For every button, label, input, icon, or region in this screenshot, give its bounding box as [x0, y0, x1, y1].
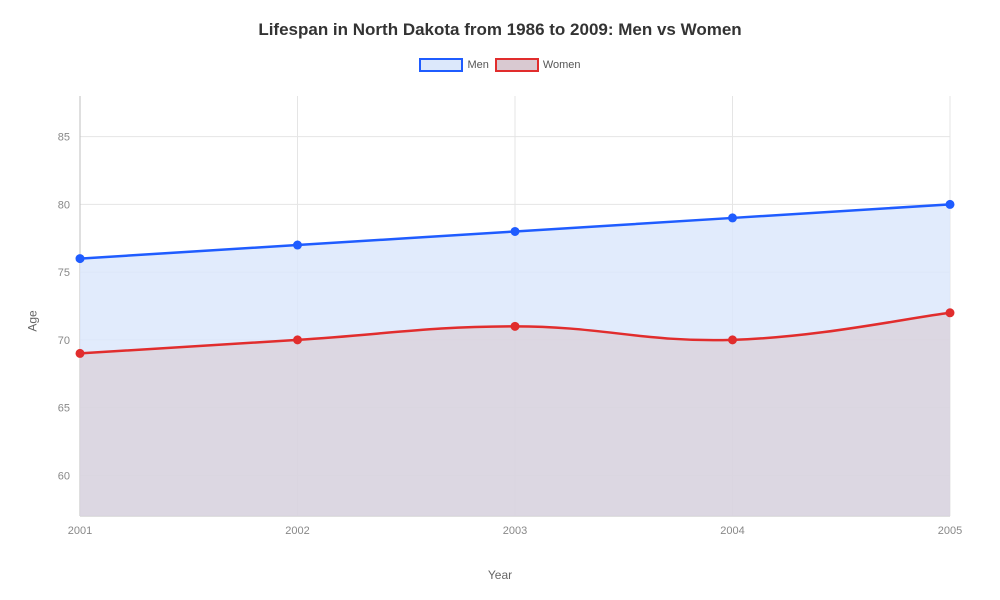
svg-text:2002: 2002 — [285, 525, 309, 537]
svg-text:85: 85 — [58, 132, 70, 144]
legend-swatch-women — [495, 58, 539, 72]
y-axis-label: Age — [26, 310, 40, 331]
svg-text:2005: 2005 — [938, 525, 962, 537]
chart-container: Lifespan in North Dakota from 1986 to 20… — [0, 0, 1000, 600]
svg-text:2004: 2004 — [720, 525, 744, 537]
svg-text:2001: 2001 — [68, 525, 92, 537]
legend-label-women: Women — [543, 59, 581, 71]
legend-item-women: Women — [495, 58, 581, 72]
svg-text:75: 75 — [58, 267, 70, 279]
legend: Men Women — [30, 58, 970, 72]
svg-text:70: 70 — [58, 335, 70, 347]
legend-swatch-men — [419, 58, 463, 72]
svg-text:2003: 2003 — [503, 525, 527, 537]
chart-svg: 60 65 70 75 80 85 2001 2002 2003 2004 2005 — [30, 86, 970, 556]
legend-label-men: Men — [467, 59, 488, 71]
svg-text:80: 80 — [58, 199, 70, 211]
plot-area: Age 60657075808520012002200320042005 Yea… — [30, 86, 970, 556]
chart-title: Lifespan in North Dakota from 1986 to 20… — [30, 20, 970, 40]
svg-text:65: 65 — [58, 403, 70, 415]
svg-text:60: 60 — [58, 470, 70, 482]
x-axis-label: Year — [488, 568, 512, 582]
legend-item-men: Men — [419, 58, 488, 72]
